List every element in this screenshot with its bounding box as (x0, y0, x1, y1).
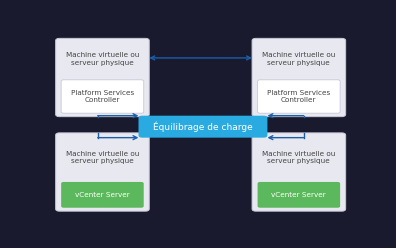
FancyBboxPatch shape (61, 182, 144, 208)
FancyBboxPatch shape (139, 116, 267, 138)
Text: Équilibrage de charge: Équilibrage de charge (153, 122, 253, 132)
Text: vCenter Server: vCenter Server (75, 192, 130, 198)
FancyBboxPatch shape (55, 133, 149, 211)
Text: Platform Services
Controller: Platform Services Controller (267, 90, 331, 103)
Text: vCenter Server: vCenter Server (272, 192, 326, 198)
FancyBboxPatch shape (252, 38, 346, 117)
Text: Machine virtuelle ou
serveur physique: Machine virtuelle ou serveur physique (262, 151, 335, 164)
FancyBboxPatch shape (257, 182, 340, 208)
FancyBboxPatch shape (252, 133, 346, 211)
FancyBboxPatch shape (55, 38, 149, 117)
FancyBboxPatch shape (61, 80, 144, 113)
Text: Machine virtuelle ou
serveur physique: Machine virtuelle ou serveur physique (66, 52, 139, 66)
Text: Machine virtuelle ou
serveur physique: Machine virtuelle ou serveur physique (262, 52, 335, 66)
FancyBboxPatch shape (257, 80, 340, 113)
Text: Platform Services
Controller: Platform Services Controller (71, 90, 134, 103)
Text: Machine virtuelle ou
serveur physique: Machine virtuelle ou serveur physique (66, 151, 139, 164)
